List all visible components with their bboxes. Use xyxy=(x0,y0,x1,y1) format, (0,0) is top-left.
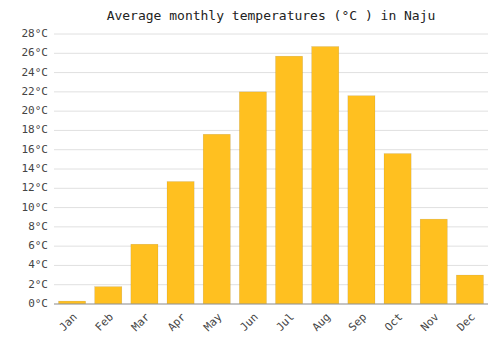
bar xyxy=(167,182,194,304)
y-tick-label: 20°C xyxy=(22,104,49,117)
x-tick-label: Feb xyxy=(93,311,116,334)
bar xyxy=(456,275,483,304)
x-tick-label: Apr xyxy=(165,310,189,334)
grid-line xyxy=(54,111,488,112)
bar xyxy=(384,154,411,304)
grid-line xyxy=(54,91,488,92)
y-tick-label: 16°C xyxy=(22,143,49,156)
y-tick-label: 22°C xyxy=(22,85,49,98)
y-tick-label: 14°C xyxy=(22,162,49,175)
bar xyxy=(312,47,339,304)
y-tick-label: 24°C xyxy=(22,66,49,79)
bar xyxy=(203,134,230,304)
y-tick-label: 10°C xyxy=(22,201,49,214)
bars xyxy=(59,47,484,304)
grid-line xyxy=(54,188,488,189)
bar xyxy=(420,219,447,304)
y-tick-label: 12°C xyxy=(22,181,49,194)
y-tick-label: 2°C xyxy=(28,278,48,291)
x-tick-label: Oct xyxy=(382,311,405,334)
title: Average monthly temperatures (°C ) in Na… xyxy=(107,8,436,23)
bar xyxy=(276,56,303,304)
y-grid xyxy=(54,34,488,304)
x-tick-label: Sep xyxy=(346,311,369,334)
bar xyxy=(131,244,158,304)
y-tick-label: 4°C xyxy=(28,258,48,271)
x-tick-label: Mar xyxy=(129,310,153,334)
x-tick-labels: Jan Feb Mar Apr May Jun Jul Aug Sep Oct Nov Dec xyxy=(57,310,478,334)
y-tick-label: 6°C xyxy=(28,239,48,252)
bar xyxy=(95,287,122,304)
x-tick-label: Jun xyxy=(237,311,260,334)
grid-line xyxy=(54,169,488,170)
x-axis-line xyxy=(54,304,488,305)
grid-line xyxy=(54,130,488,131)
grid-line xyxy=(54,149,488,150)
bar xyxy=(239,92,266,304)
y-tick-label: 0°C xyxy=(28,297,48,310)
grid-line xyxy=(54,34,488,35)
x-tick-label: Dec xyxy=(454,311,477,334)
grid-line xyxy=(54,72,488,73)
bar xyxy=(348,96,375,304)
y-tick-label: 26°C xyxy=(22,46,49,59)
y-tick-label: 8°C xyxy=(28,220,48,233)
y-tick-labels: 0°C 2°C 4°C 6°C 8°C 10°C 12°C 14°C 16°C 18°C 20°C 2… xyxy=(22,27,49,310)
chart-container: 0°C 2°C 4°C 6°C 8°C 10°C 12°C 14°C 16°C 18°C 20°C 2… xyxy=(0,0,500,350)
x-tick-label: Jan xyxy=(57,311,80,334)
x-tick-label: Aug xyxy=(310,311,333,334)
grid-line xyxy=(54,53,488,54)
x-tick-label: Nov xyxy=(418,310,442,334)
grid-line xyxy=(54,304,488,305)
y-tick-label: 28°C xyxy=(22,27,49,40)
x-tick-label: Jul xyxy=(274,311,297,334)
grid-line xyxy=(54,207,488,208)
y-tick-label: 18°C xyxy=(22,123,49,136)
chart: 0°C 2°C 4°C 6°C 8°C 10°C 12°C 14°C 16°C 18°C 20°C 2… xyxy=(0,0,500,350)
x-tick-label: May xyxy=(201,310,225,334)
